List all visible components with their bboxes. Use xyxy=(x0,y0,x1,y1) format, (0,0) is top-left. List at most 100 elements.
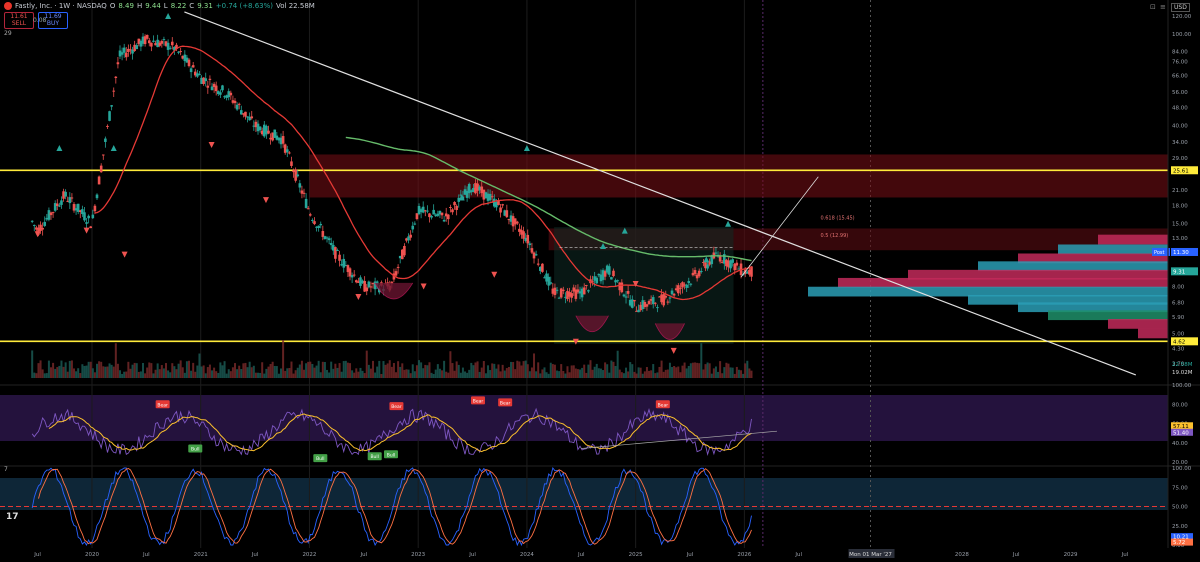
volume-bar xyxy=(610,360,613,378)
buy-button[interactable]: 11.69 BUY xyxy=(38,12,68,29)
candle-body xyxy=(269,137,272,140)
price-tag xyxy=(1171,166,1198,175)
candle-body xyxy=(455,205,458,210)
candle-body xyxy=(143,36,147,45)
volume-bar xyxy=(597,368,600,378)
volume-bar xyxy=(455,361,458,378)
candle-body xyxy=(108,111,111,121)
candle-body xyxy=(492,198,496,207)
low-value: 8.22 xyxy=(170,2,187,10)
candle-body xyxy=(175,44,178,49)
volume-bar xyxy=(648,370,651,378)
volume-bar xyxy=(33,372,36,378)
candle-body xyxy=(654,302,657,304)
volume-bar xyxy=(142,362,145,378)
candle-body xyxy=(444,213,448,217)
volume-bar xyxy=(112,366,115,378)
candle-body xyxy=(702,262,705,264)
candle-body xyxy=(187,59,191,67)
candle-body xyxy=(359,277,362,286)
volume-bar xyxy=(627,371,630,378)
candle-body xyxy=(405,238,408,241)
volume-bar xyxy=(694,362,697,378)
candle-body xyxy=(47,210,51,220)
volume-bar xyxy=(478,371,481,378)
volume-bar xyxy=(351,370,354,378)
buy-signal-icon xyxy=(523,145,530,152)
volume-bar xyxy=(633,371,636,378)
rsi-tag xyxy=(1171,422,1193,430)
candle-body xyxy=(526,234,530,244)
volume-bar xyxy=(750,370,753,378)
volume-bar xyxy=(188,360,191,378)
volume-bar xyxy=(432,373,435,378)
sell-signal-icon xyxy=(355,294,362,301)
volume-bar xyxy=(629,362,632,378)
open-value: 8.49 xyxy=(118,2,134,10)
volume-bar xyxy=(668,362,671,378)
candle-body xyxy=(503,210,507,216)
volume-bar xyxy=(177,363,180,378)
candle-body xyxy=(342,258,346,268)
price-tag xyxy=(1171,247,1198,256)
fastly-logo-icon xyxy=(4,2,12,10)
candles-group xyxy=(30,33,753,313)
candle-body xyxy=(104,138,107,142)
candle-body xyxy=(426,210,429,212)
volume-bar xyxy=(104,366,107,378)
volume-bar xyxy=(238,365,241,378)
candle-body xyxy=(720,261,724,263)
candle-body xyxy=(561,289,565,291)
lock-icon[interactable]: ⊡ xyxy=(1150,3,1156,11)
candle-body xyxy=(357,281,360,283)
volume-bar xyxy=(380,373,383,378)
currency-badge[interactable]: USD xyxy=(1171,3,1190,12)
volume-bar xyxy=(470,362,473,378)
buy-signal-icon xyxy=(165,12,172,19)
candle-body xyxy=(614,280,617,283)
stoch-pane-label[interactable]: 7 xyxy=(4,466,8,473)
candle-body xyxy=(748,269,751,275)
candle-body xyxy=(170,41,174,46)
spread-value: 0.08 xyxy=(33,17,47,24)
candle-body xyxy=(41,227,44,230)
buy-label: BUY xyxy=(46,20,60,27)
volume-bar xyxy=(501,364,504,378)
candle-body xyxy=(534,254,538,256)
volume-bar xyxy=(254,372,257,378)
sell-signal-icon xyxy=(121,251,128,258)
candle-body xyxy=(350,275,354,278)
volume-bar xyxy=(242,363,245,378)
volume-bar xyxy=(121,373,124,378)
candle-body xyxy=(292,170,295,173)
candle-body xyxy=(430,215,433,218)
bear-label xyxy=(389,402,404,411)
candle-body xyxy=(141,36,145,44)
volume-bar xyxy=(639,367,642,378)
volume-bar xyxy=(530,367,533,378)
price-axis-tick: 18.00 xyxy=(1172,203,1188,209)
candle-body xyxy=(97,176,101,185)
volume-bar xyxy=(606,364,609,378)
settings-icon[interactable]: ≡ xyxy=(1160,3,1166,11)
volume-bar xyxy=(673,366,676,378)
indicator-count[interactable]: 29 xyxy=(4,30,12,37)
volume-bar xyxy=(290,361,293,378)
volume-profile-bar xyxy=(1018,302,1168,313)
volume-bar xyxy=(365,350,368,378)
candle-body xyxy=(116,62,120,65)
candle-body xyxy=(459,194,463,196)
volume-bar xyxy=(480,367,483,378)
symbol-title[interactable]: Fastly, Inc. · 1W · NASDAQ xyxy=(15,2,107,10)
volume-bar xyxy=(346,362,349,378)
candle-body xyxy=(131,49,134,54)
sell-button[interactable]: 11.61 SELL xyxy=(4,12,34,29)
volume-bar xyxy=(234,363,237,378)
candle-body xyxy=(246,116,249,118)
candle-body xyxy=(610,277,613,280)
volume-bar xyxy=(656,372,659,378)
time-axis-tick: 2025 xyxy=(629,552,643,558)
volume-bar xyxy=(677,366,680,378)
volume-bar xyxy=(326,369,329,378)
